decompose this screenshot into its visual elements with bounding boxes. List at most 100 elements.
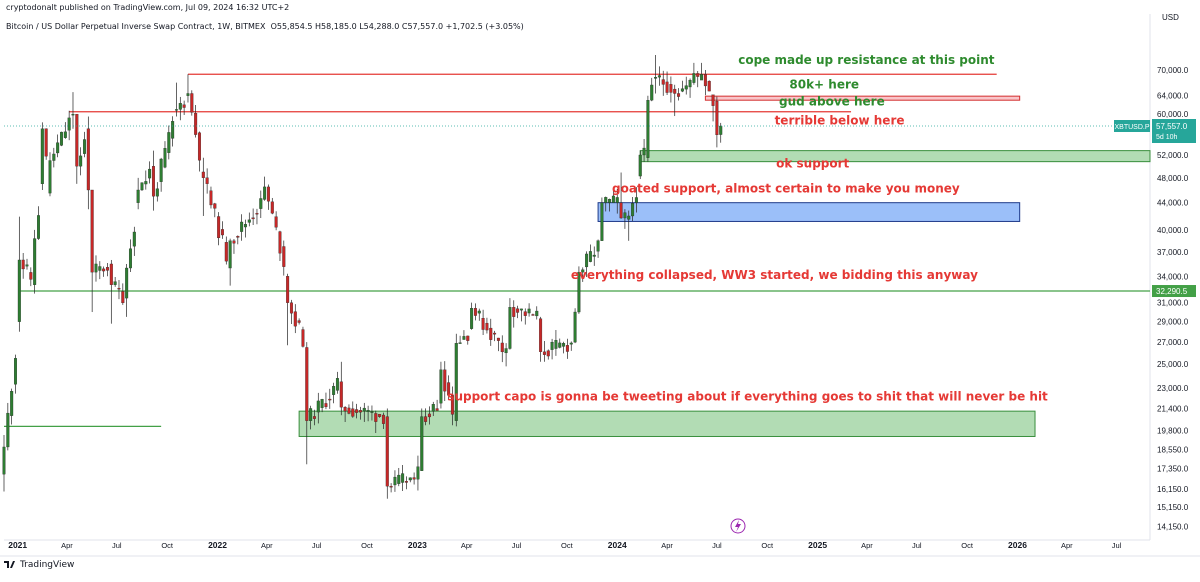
candle-down <box>102 268 106 272</box>
candle-up <box>631 203 635 217</box>
bar-countdown: 5d 10h <box>1156 134 1178 141</box>
candle-down <box>489 327 493 340</box>
candle-up <box>470 308 474 329</box>
candles-group <box>2 55 723 499</box>
candle-up <box>642 147 646 156</box>
candle-up <box>159 158 163 182</box>
candle-down <box>539 318 543 352</box>
x-tick-label: Jul <box>512 541 522 550</box>
candle-down <box>312 416 316 419</box>
candle-up <box>332 386 336 395</box>
candle-down <box>619 202 623 219</box>
candle-up <box>263 186 267 200</box>
candle-up <box>228 240 232 269</box>
x-tick-label: Apr <box>1061 541 1073 550</box>
candle-up <box>243 224 247 228</box>
candle-up <box>397 474 401 484</box>
candle-up <box>401 473 405 483</box>
candle-up <box>592 254 596 257</box>
candle-up <box>79 155 83 167</box>
candle-up <box>14 358 17 385</box>
candle-down <box>293 311 297 327</box>
candle-down <box>358 410 362 413</box>
candle-down <box>378 414 382 417</box>
candle-down <box>485 322 489 331</box>
candle-down <box>404 481 408 483</box>
candle-up <box>623 212 627 219</box>
candle-down <box>282 246 286 267</box>
candle-up <box>136 189 140 203</box>
candle-up <box>700 74 704 81</box>
candle-down <box>251 217 255 220</box>
y-tick-label: 48,000.0 <box>1157 174 1189 183</box>
candle-down <box>493 332 497 335</box>
y-tick-label: 16,150.0 <box>1157 485 1189 494</box>
candle-up <box>144 181 148 185</box>
level-tag-label: 32,290.5 <box>1156 287 1188 296</box>
candle-up <box>320 399 324 408</box>
candle-up <box>608 199 612 203</box>
candle-up <box>519 308 523 311</box>
candle-up <box>657 75 661 78</box>
y-tick-label: 18,550.0 <box>1157 445 1189 454</box>
zone-red <box>704 95 1021 101</box>
candle-up <box>6 412 10 448</box>
candle-up <box>148 168 152 179</box>
candle-up <box>508 307 512 349</box>
candle-up <box>128 248 132 269</box>
candle-down <box>707 80 711 92</box>
x-tick-label: Apr <box>661 541 673 550</box>
symbol-tag-label: XBTUSD.P <box>1114 124 1149 131</box>
candle-down <box>86 128 90 191</box>
x-tick-label: Apr <box>261 541 273 550</box>
candle-up <box>550 341 554 350</box>
candle-down <box>351 408 355 417</box>
candle-down <box>182 104 186 108</box>
candle-up <box>52 153 56 161</box>
y-tick-label: 40,000.0 <box>1157 226 1189 235</box>
candle-down <box>220 229 224 236</box>
candle-up <box>596 240 600 252</box>
candle-up <box>719 125 723 135</box>
candle-up <box>155 188 159 197</box>
candle-up <box>634 197 638 203</box>
annotation: support capo is gonna be tweeting about … <box>447 390 1048 404</box>
y-tick-label: 44,000.0 <box>1157 199 1189 208</box>
ohlc-high: H58,185.0 <box>315 22 357 31</box>
candle-up <box>259 198 263 209</box>
candle-down <box>270 201 274 214</box>
annotation: gud above here <box>779 95 885 109</box>
x-tick-label: Jul <box>312 541 322 550</box>
x-tick-label: 2025 <box>808 540 827 550</box>
last-price-tag <box>1152 119 1196 144</box>
x-tick-label: 2021 <box>8 540 27 550</box>
candle-up <box>408 477 412 481</box>
candle-down <box>117 287 121 290</box>
candle-up <box>462 336 466 340</box>
candle-up <box>167 132 171 153</box>
candle-up <box>40 128 44 185</box>
y-tick-label: 17,350.0 <box>1157 464 1189 473</box>
zone-blue <box>597 202 1021 222</box>
candle-down <box>512 307 516 317</box>
candle-up <box>10 391 14 416</box>
candle-down <box>224 242 228 262</box>
x-tick-label: Apr <box>861 541 873 550</box>
candle-up <box>569 342 573 345</box>
candle-up <box>562 343 566 347</box>
x-tick-label: Jul <box>712 541 722 550</box>
candle-up <box>335 378 339 391</box>
candle-up <box>558 342 562 348</box>
candle-up <box>581 269 585 273</box>
candle-down <box>389 486 393 488</box>
y-tick-label: 52,000.0 <box>1157 151 1189 160</box>
candle-down <box>424 416 428 422</box>
candle-down <box>542 351 546 355</box>
candle-down <box>427 413 431 418</box>
footer: TradingView <box>4 560 74 570</box>
candle-down <box>500 342 504 353</box>
candle-up <box>604 197 608 203</box>
level-tag <box>1152 285 1196 298</box>
candle-up <box>680 88 684 92</box>
